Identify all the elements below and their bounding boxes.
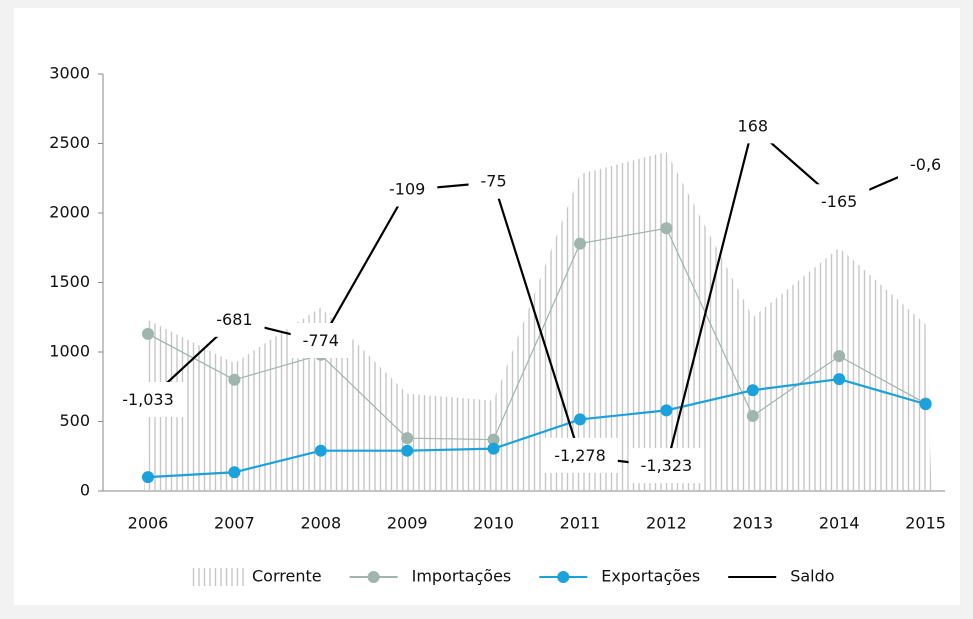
legend-marker — [557, 571, 570, 583]
marker — [401, 444, 414, 457]
marker — [660, 404, 673, 417]
marker — [314, 444, 327, 457]
x-tick-label: 2015 — [905, 514, 946, 533]
x-tick-label: 2013 — [732, 514, 773, 533]
data-label-text: -109 — [389, 179, 425, 198]
data-label-text: -1,033 — [122, 390, 174, 409]
x-tick-label: 2009 — [387, 514, 428, 533]
legend-marker — [367, 571, 380, 583]
y-tick-label: 2500 — [49, 133, 90, 152]
marker — [142, 471, 154, 484]
x-tick-label: 2014 — [819, 514, 860, 533]
marker — [228, 373, 241, 386]
legend-label: Exportações — [601, 567, 700, 586]
marker — [487, 433, 500, 446]
x-tick-label: 2010 — [473, 514, 514, 533]
legend-swatch — [190, 568, 246, 586]
marker — [919, 398, 932, 411]
data-label-text: -0,6 — [910, 155, 941, 174]
legend-label: Corrente — [252, 567, 322, 586]
x-tick-label: 2007 — [214, 514, 255, 533]
x-tick-label: 2012 — [646, 514, 687, 533]
label-box — [377, 171, 438, 207]
data-label: -75 — [468, 163, 519, 199]
marker — [833, 373, 846, 386]
marker — [833, 350, 846, 363]
marker — [487, 442, 500, 455]
label-box — [725, 108, 781, 144]
marker — [228, 466, 241, 479]
label-box — [204, 301, 265, 337]
label-box — [290, 323, 351, 359]
x-tick-label: 2006 — [128, 514, 169, 533]
x-tick-label: 2011 — [560, 514, 601, 533]
data-label: -1,033 — [110, 382, 186, 418]
marker — [746, 409, 759, 422]
data-label: -109 — [377, 171, 438, 207]
label-box — [628, 448, 705, 484]
series-line — [147, 377, 926, 479]
y-tick-label: 500 — [59, 411, 90, 430]
data-label: -774 — [290, 323, 351, 359]
label-box — [542, 437, 618, 473]
marker — [660, 222, 673, 235]
marker — [746, 384, 759, 397]
data-label-text: 168 — [738, 116, 769, 135]
data-label-text: -75 — [481, 172, 507, 191]
data-label-text: -774 — [303, 331, 339, 350]
label-box — [897, 146, 954, 182]
marker — [574, 413, 586, 426]
series-line — [147, 227, 926, 441]
y-tick-label: 0 — [80, 481, 90, 500]
legend-label: Importações — [412, 567, 512, 586]
marker — [574, 237, 586, 250]
data-label: -1,278 — [542, 437, 618, 473]
data-label: -1,323 — [628, 448, 705, 484]
y-tick-label: 2000 — [49, 203, 90, 222]
data-label-text: -681 — [216, 310, 252, 329]
data-label: -165 — [809, 184, 870, 220]
y-tick-label: 1500 — [49, 272, 90, 291]
label-box — [110, 382, 186, 418]
y-tick-label: 3000 — [49, 64, 90, 83]
data-label: -681 — [204, 301, 265, 337]
x-tick-label: 2008 — [300, 514, 341, 533]
marker — [401, 432, 414, 445]
marker — [142, 327, 154, 340]
label-box — [809, 184, 870, 220]
y-tick-label: 1000 — [49, 342, 90, 361]
data-label-text: -1,323 — [641, 456, 693, 475]
data-label-text: -165 — [821, 192, 857, 211]
series-line — [147, 124, 927, 468]
label-box — [468, 163, 519, 199]
data-label-text: -1,278 — [554, 446, 606, 465]
data-label: -0,6 — [897, 146, 954, 182]
data-label: 168 — [725, 108, 781, 144]
legend-label: Saldo — [790, 567, 834, 586]
